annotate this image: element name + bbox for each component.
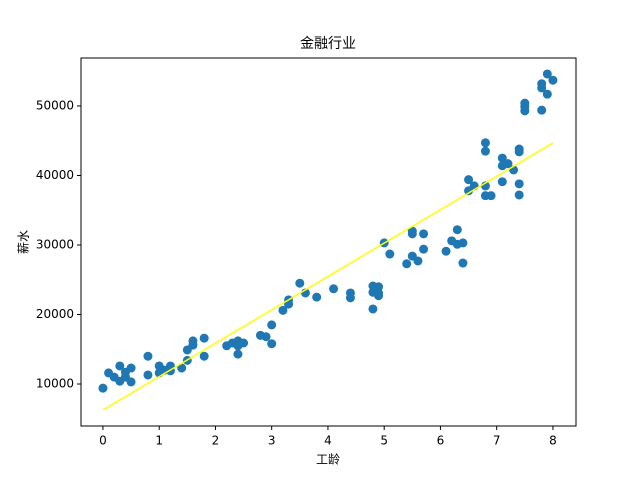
point (497, 153, 507, 163)
point (188, 340, 198, 350)
point (458, 258, 468, 268)
chart-title: 金融行业 (300, 36, 356, 52)
x-tick-label: 0 (99, 434, 107, 448)
point (374, 291, 384, 301)
y-axis-label: 薪水 (17, 230, 31, 254)
x-tick-label: 7 (493, 434, 501, 448)
point (98, 383, 108, 393)
point (374, 282, 384, 292)
point (419, 229, 429, 239)
point (520, 106, 530, 116)
point (419, 244, 429, 254)
point (514, 179, 524, 189)
point (385, 249, 395, 259)
point (413, 256, 423, 266)
point (441, 246, 451, 256)
x-tick-label: 2 (212, 434, 220, 448)
y-tick-label: 20000 (36, 307, 74, 321)
y-tick-label: 40000 (36, 168, 74, 182)
y-tick-label: 10000 (36, 377, 74, 391)
point (199, 351, 209, 361)
y-tick-label: 30000 (36, 237, 74, 251)
point (497, 177, 507, 187)
point (329, 284, 339, 294)
point (464, 175, 474, 185)
point (537, 105, 547, 115)
point (407, 229, 417, 239)
point (278, 305, 288, 315)
point (542, 69, 552, 79)
point (126, 377, 136, 387)
point (233, 349, 243, 359)
x-axis-label: 工龄 (316, 453, 340, 467)
point (295, 278, 305, 288)
point (143, 370, 153, 380)
trend-line (102, 142, 554, 411)
point (177, 363, 187, 373)
point (537, 83, 547, 93)
x-tick-label: 5 (380, 434, 388, 448)
point (514, 147, 524, 157)
point (514, 190, 524, 200)
point (267, 339, 277, 349)
point (402, 259, 412, 269)
point (452, 225, 462, 235)
point (503, 159, 513, 169)
y-tick-label: 50000 (36, 98, 74, 112)
point (542, 89, 552, 99)
point (480, 138, 490, 148)
point (312, 292, 322, 302)
point (126, 363, 136, 373)
point (548, 75, 558, 85)
point (480, 146, 490, 156)
point (267, 320, 277, 330)
point (239, 338, 249, 348)
x-tick-label: 6 (437, 434, 445, 448)
point (199, 333, 209, 343)
point (368, 304, 378, 314)
x-tick-label: 3 (268, 434, 276, 448)
plot-frame (80, 57, 577, 427)
x-tick-label: 1 (155, 434, 163, 448)
point (345, 293, 355, 303)
point (143, 351, 153, 361)
point (486, 191, 496, 201)
point (458, 238, 468, 248)
point (261, 332, 271, 342)
x-tick-label: 8 (549, 434, 557, 448)
point (115, 361, 125, 371)
x-tick-label: 4 (324, 434, 332, 448)
